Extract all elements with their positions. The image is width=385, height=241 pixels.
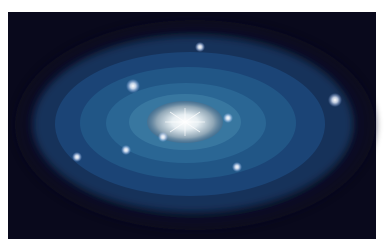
galaxy-image: [0, 0, 385, 241]
star: [72, 152, 82, 162]
core-rays: [165, 108, 205, 136]
page: {}: [0, 0, 385, 241]
star: [158, 132, 168, 142]
star: [121, 145, 131, 155]
star: [328, 93, 342, 107]
star: [126, 79, 140, 93]
star: [195, 42, 205, 52]
star: [232, 162, 242, 172]
star: [223, 113, 233, 123]
